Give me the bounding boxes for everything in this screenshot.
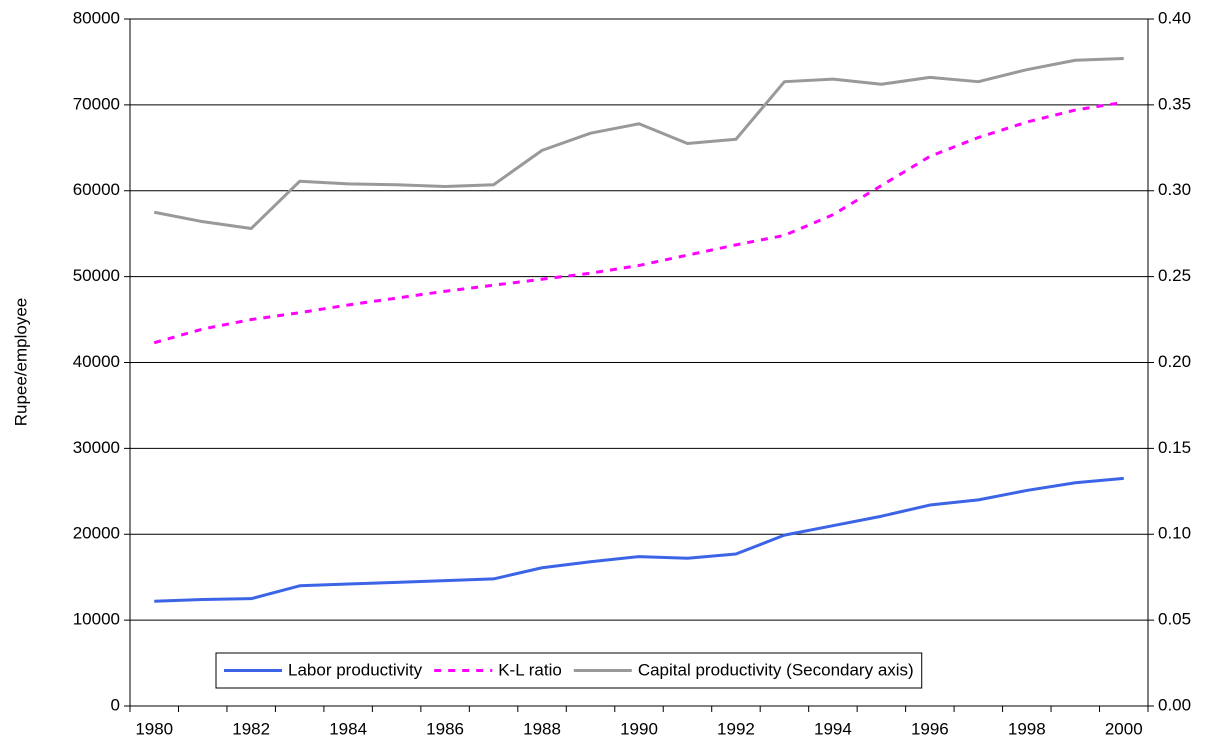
y-tick-label: 60000 [73,180,120,199]
series-line [154,476,1124,603]
x-tick-label: 1982 [232,719,270,738]
y-tick-label: 20000 [73,524,120,543]
x-tick-label: 1984 [329,719,367,738]
y2-tick-label: 0.40 [1158,8,1191,27]
x-tick-label: 1988 [523,719,561,738]
y2-tick-label: 0.35 [1158,94,1191,113]
y-axis-label: Rupee/employee [11,298,30,427]
x-tick-label: 1980 [135,719,173,738]
legend [215,652,923,689]
y2-tick-label: 0.15 [1158,438,1191,457]
x-tick-label: 1998 [1008,719,1046,738]
y-tick-label: 80000 [73,8,120,27]
x-tick-label: 1994 [814,719,852,738]
x-tick-label: 1986 [426,719,464,738]
legend-label: Capital productivity (Secondary axis) [638,660,914,679]
y2-tick-label: 0.30 [1158,180,1191,199]
series-line [153,57,1124,231]
x-tick-label: 1996 [911,719,949,738]
y-tick-label: 0 [111,695,120,714]
y2-tick-label: 0.05 [1158,610,1191,629]
y-tick-label: 10000 [73,610,120,629]
y2-tick-label: 0.20 [1158,352,1191,371]
y2-tick-label: 0.25 [1158,266,1191,285]
legend-label: K-L ratio [498,660,562,679]
y-tick-label: 30000 [73,438,120,457]
x-tick-label: 1990 [620,719,658,738]
legend-label: Labor productivity [288,660,423,679]
y-tick-label: 40000 [73,352,120,371]
y2-tick-label: 0.00 [1158,695,1191,714]
series-line [153,100,1124,345]
y-tick-label: 50000 [73,266,120,285]
y2-tick-label: 0.10 [1158,524,1191,543]
x-tick-label: 2000 [1105,719,1143,738]
y-tick-label: 70000 [73,94,120,113]
x-tick-label: 1992 [717,719,755,738]
